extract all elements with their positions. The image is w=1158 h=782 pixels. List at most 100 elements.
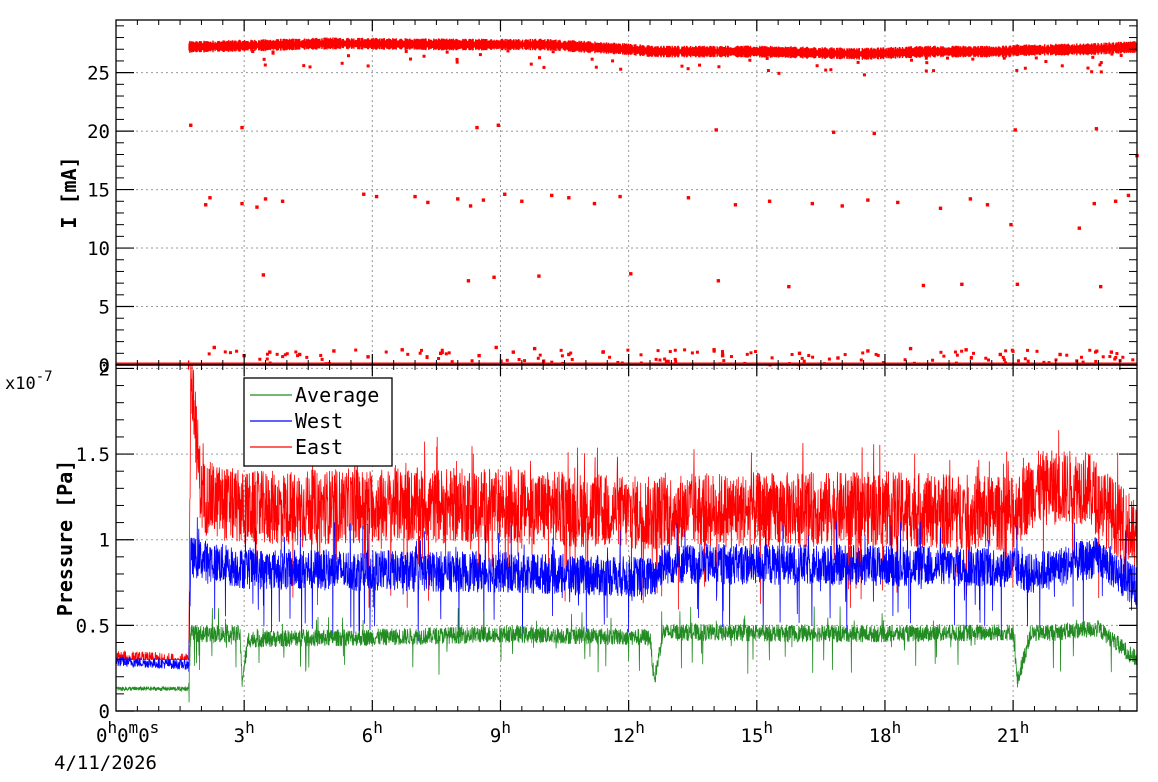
current-dip-point xyxy=(698,63,702,67)
current-low-point xyxy=(674,359,678,363)
current-low-point xyxy=(876,353,880,357)
legend-label-west: West xyxy=(295,409,343,433)
current-dip-point xyxy=(506,49,510,53)
current-data-point xyxy=(189,123,193,127)
pressure-y-tick-label: 0 xyxy=(99,701,110,723)
time-x-tick-unit: h xyxy=(635,718,645,737)
current-dip-point xyxy=(404,49,408,53)
current-low-point xyxy=(1088,348,1092,352)
current-data-point xyxy=(1094,127,1099,131)
current-low-point xyxy=(608,355,612,359)
current-low-point xyxy=(666,359,670,363)
current-low-point xyxy=(639,353,643,357)
current-dip-point xyxy=(263,63,267,67)
current-dip-point xyxy=(1044,59,1048,63)
time-x-tick-hours: 3 xyxy=(234,725,245,747)
current-data-point xyxy=(1113,199,1118,203)
current-dip-point xyxy=(1110,52,1114,56)
current-data-point xyxy=(520,199,524,203)
current-low-point xyxy=(1004,361,1008,365)
current-dip-point xyxy=(925,61,929,65)
time-x-tick-label: 9h xyxy=(490,718,511,747)
time-x-tick-hours: 12 xyxy=(612,725,635,747)
current-data-point xyxy=(468,204,473,208)
current-data-point xyxy=(532,346,537,351)
current-low-point xyxy=(1101,355,1105,359)
current-dip-point xyxy=(1086,66,1090,70)
current-low-point xyxy=(827,357,831,361)
current-data-point xyxy=(204,203,208,207)
current-data-point xyxy=(797,351,802,356)
current-data-point xyxy=(481,198,486,202)
current-low-point xyxy=(1004,349,1008,353)
current-low-point xyxy=(874,352,878,356)
time-x-tick-label: 18h xyxy=(869,718,902,747)
current-dip-point xyxy=(829,68,833,72)
current-low-point xyxy=(450,360,454,364)
time-x-tick-unit: h xyxy=(245,718,255,737)
current-data-point xyxy=(374,194,379,199)
current-low-point xyxy=(790,353,794,357)
current-low-point xyxy=(673,357,677,361)
current-data-point xyxy=(1126,193,1131,198)
current-dip-point xyxy=(777,71,781,75)
current-low-point xyxy=(470,359,474,363)
current-low-point xyxy=(1121,355,1125,359)
pressure-y-tick-label: 0.5 xyxy=(76,615,110,637)
current-data-point xyxy=(998,352,1002,357)
current-low-point xyxy=(912,361,916,365)
current-low-point xyxy=(419,348,423,352)
current-y-tick-label: 20 xyxy=(87,121,110,143)
current-y-tick-label: 5 xyxy=(99,297,110,319)
series-west-line xyxy=(115,517,1138,672)
pressure-panel: 00.511.52 3h 6h 9h 12h 15h 18h 21h0h0m0s4/11/2… xyxy=(5,358,1138,774)
current-low-point xyxy=(499,359,503,363)
current-data-point xyxy=(240,201,244,206)
current-data-point xyxy=(212,345,216,350)
current-panel: 0 5 10 15 20 25 I [mA] xyxy=(57,19,1139,377)
current-data-point xyxy=(550,193,554,198)
current-low-point xyxy=(788,362,792,366)
legend-label-average: Average xyxy=(295,383,379,407)
time-x-tick-label: 6h xyxy=(362,718,383,747)
current-dip-point xyxy=(924,56,928,60)
current-low-point xyxy=(663,357,667,361)
time-x-tick-hours: 21 xyxy=(997,725,1020,747)
current-dip-point xyxy=(542,65,546,69)
current-low-point xyxy=(903,358,907,362)
current-low-point xyxy=(861,351,865,355)
time-x-tick-label: 3h xyxy=(234,718,255,747)
time-origin-unit: m xyxy=(129,718,139,737)
current-data-point xyxy=(810,201,815,206)
current-ticks xyxy=(116,20,1137,366)
time-x-tick-unit: h xyxy=(501,718,511,737)
current-low-point xyxy=(228,351,232,355)
current-low-point xyxy=(695,350,699,354)
current-dip-point xyxy=(366,64,370,68)
current-data-point xyxy=(836,356,840,360)
current-data-point xyxy=(297,352,302,357)
current-low-point xyxy=(770,356,774,360)
current-data-point xyxy=(208,196,212,200)
current-low-point xyxy=(418,351,422,355)
current-data-point xyxy=(866,198,870,202)
current-dip-point xyxy=(1015,68,1019,72)
time-origin-value: 0 xyxy=(117,725,128,747)
current-low-point xyxy=(320,357,324,361)
current-low-point xyxy=(570,357,574,361)
current-low-point xyxy=(517,357,521,361)
current-y-tick-label: 25 xyxy=(87,63,110,85)
current-dip-point xyxy=(824,68,828,72)
current-low-point xyxy=(440,348,444,352)
current-dip-point xyxy=(302,64,306,68)
current-dip-point xyxy=(271,51,275,55)
current-low-point xyxy=(1002,358,1006,362)
current-dip-point xyxy=(455,60,459,64)
current-low-point xyxy=(275,352,279,356)
current-dip-point xyxy=(815,64,819,68)
current-low-point xyxy=(560,354,564,358)
current-data-point xyxy=(866,349,870,353)
current-data-point xyxy=(477,353,481,358)
current-low-point xyxy=(969,356,973,360)
pressure-data xyxy=(115,364,1138,703)
